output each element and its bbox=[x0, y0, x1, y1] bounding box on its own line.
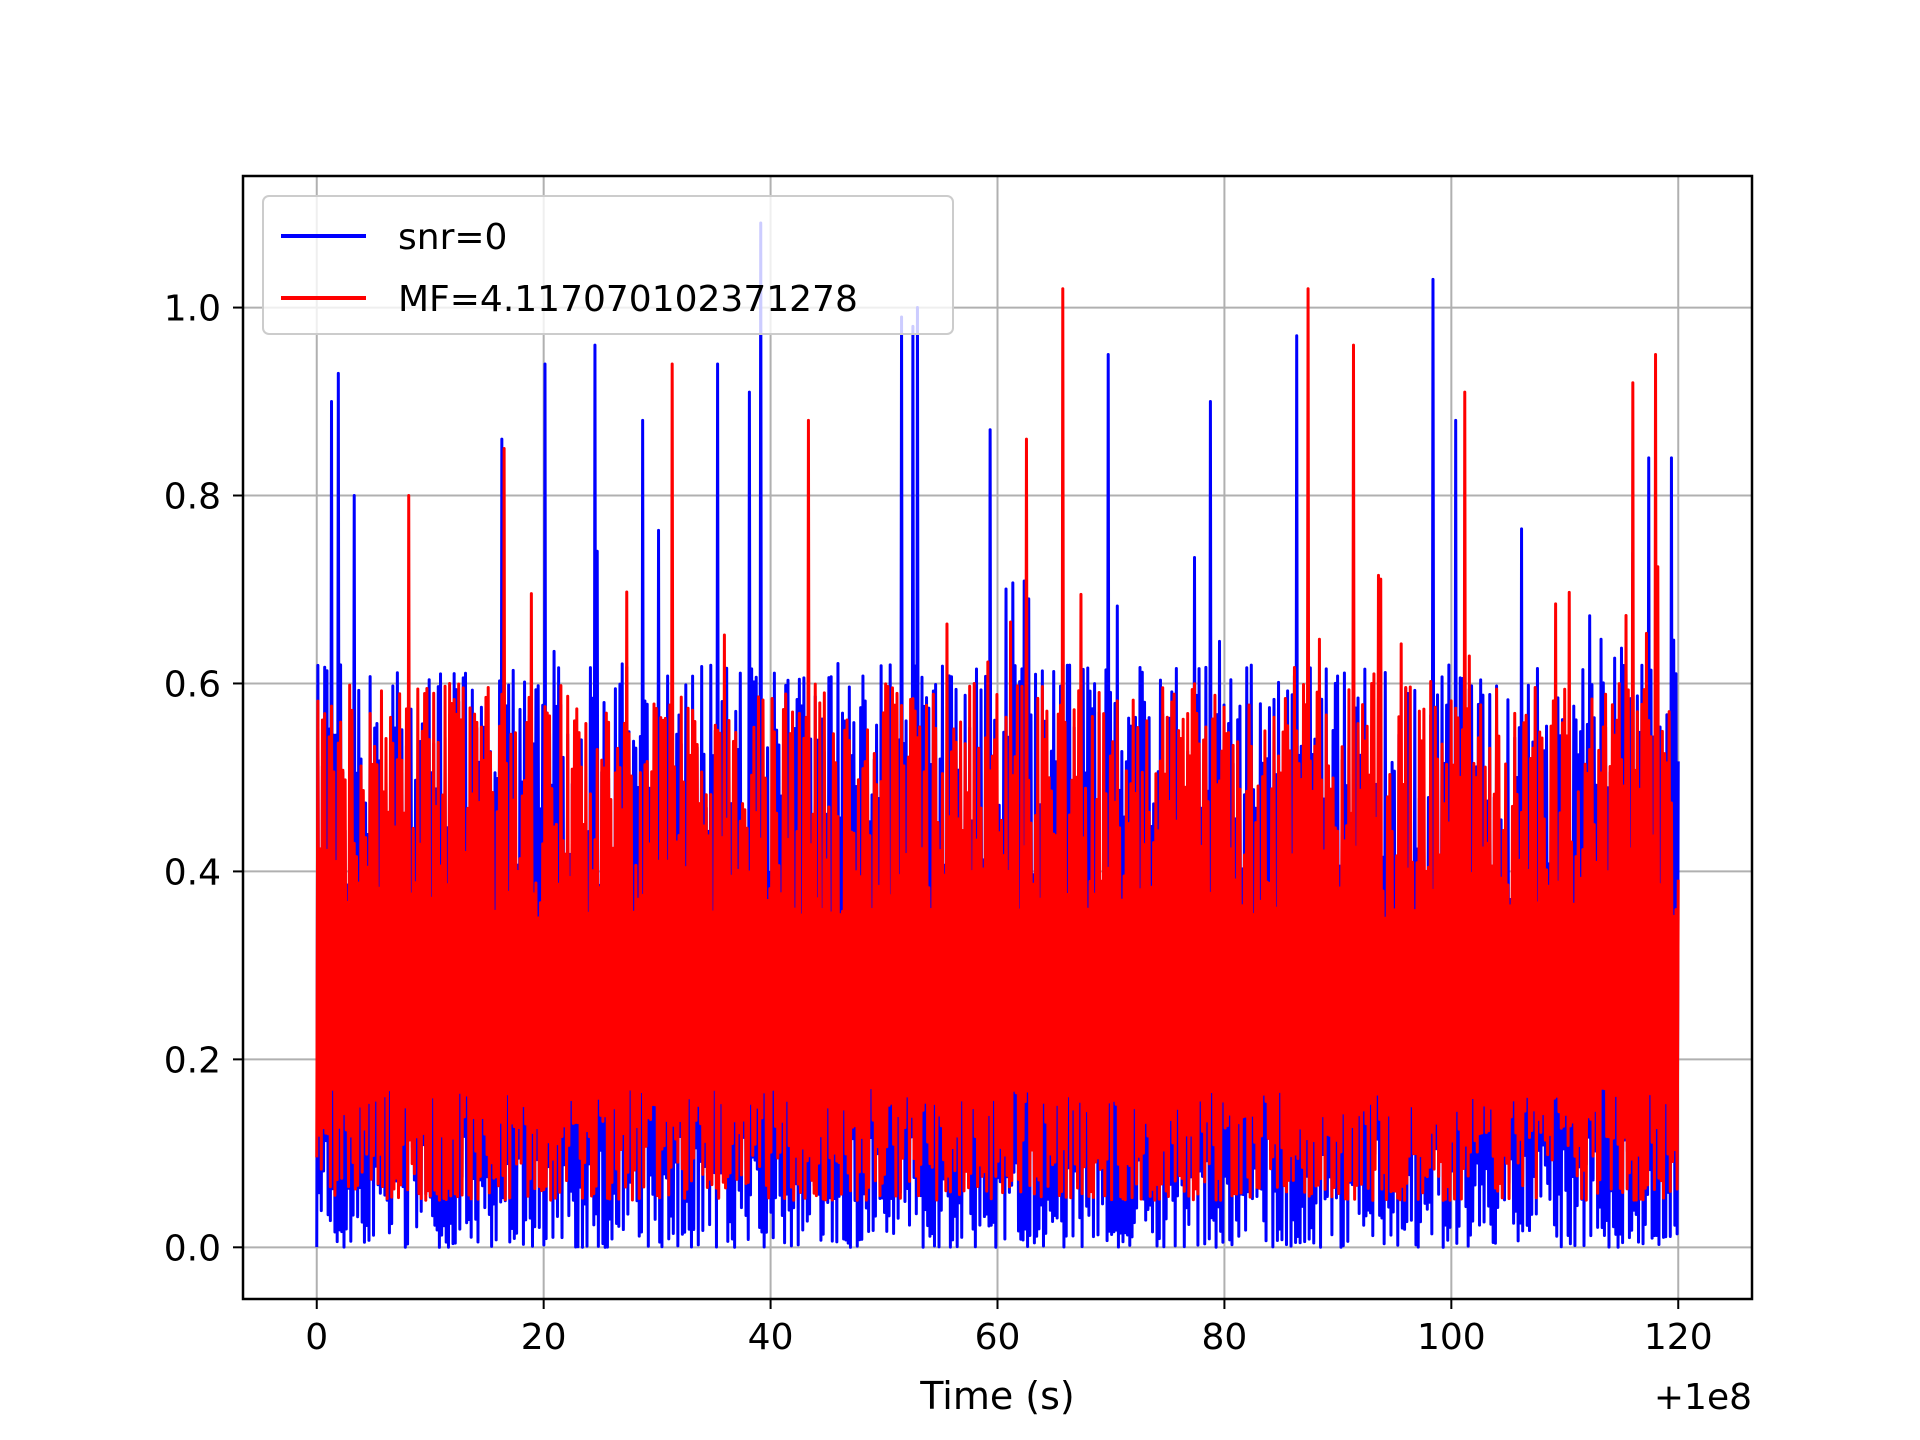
x-tick-label: 60 bbox=[975, 1317, 1021, 1358]
y-tick-label: 0.8 bbox=[164, 477, 221, 518]
plot-area: 0 20 40 60 80 100 120 0.0 0.2 0.4 0.6 0.8 1.0 bbox=[164, 174, 1754, 1358]
x-tick-label: 120 bbox=[1644, 1317, 1713, 1358]
y-axis-ticks: 0.0 0.2 0.4 0.6 0.8 1.0 bbox=[164, 289, 243, 1269]
y-tick-label: 0.2 bbox=[164, 1040, 221, 1081]
y-tick-label: 1.0 bbox=[164, 289, 221, 330]
x-tick-label: 40 bbox=[748, 1317, 794, 1358]
legend-box bbox=[262, 195, 954, 335]
x-axis-ticks: 0 20 40 60 80 100 120 bbox=[305, 1299, 1713, 1358]
x-axis-label: Time (s) bbox=[919, 1374, 1075, 1418]
x-tick-label: 20 bbox=[521, 1317, 567, 1358]
series-line-mf bbox=[315, 287, 1680, 1202]
x-axis-offset-label: +1e8 bbox=[1654, 1377, 1752, 1418]
x-tick-label: 80 bbox=[1202, 1317, 1248, 1358]
legend-label-snr: snr=0 bbox=[398, 217, 507, 258]
legend-label-mf: MF=4.117070102371278 bbox=[398, 279, 858, 320]
series-layer bbox=[315, 221, 1680, 1249]
y-tick-label: 0.6 bbox=[164, 664, 221, 705]
y-tick-label: 0.4 bbox=[164, 852, 221, 893]
x-tick-label: 0 bbox=[305, 1317, 328, 1358]
y-tick-label: 0.0 bbox=[164, 1228, 221, 1269]
x-tick-label: 100 bbox=[1417, 1317, 1486, 1358]
legend: snr=0 MF=4.117070102371278 bbox=[262, 195, 954, 335]
